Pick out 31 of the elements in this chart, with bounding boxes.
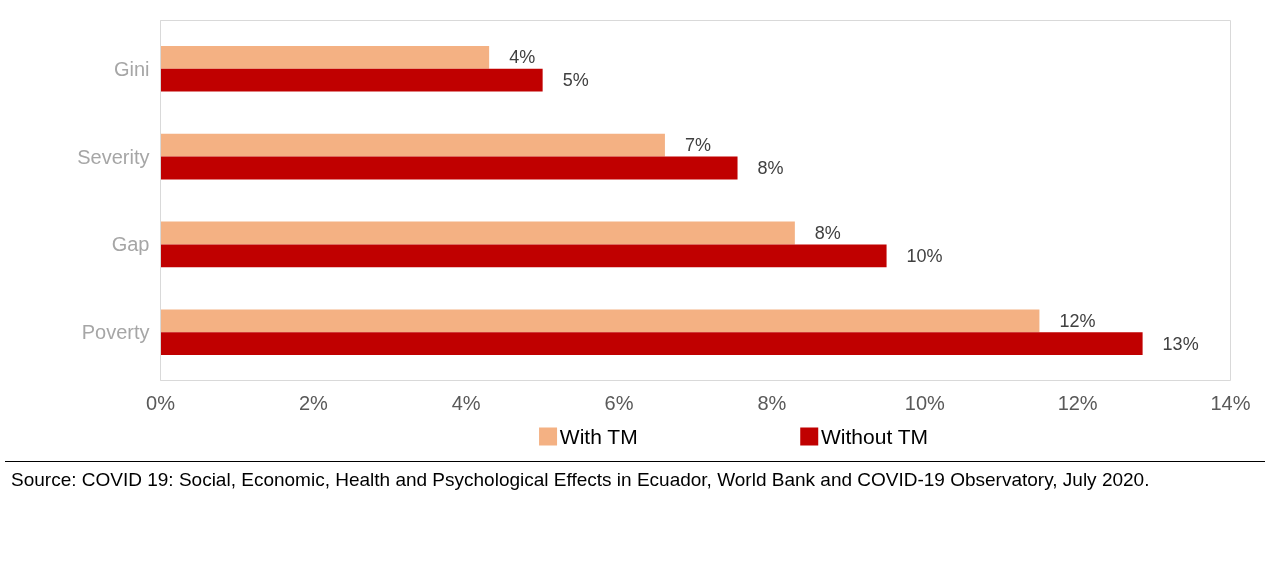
y-tick-label: Gap xyxy=(111,233,150,256)
bar xyxy=(160,68,543,92)
bar xyxy=(160,244,887,268)
x-tick-label: 0% xyxy=(146,391,176,414)
x-tick-label: 6% xyxy=(604,391,634,414)
data-label: 4% xyxy=(509,47,536,68)
x-tick-label: 12% xyxy=(1057,391,1098,414)
legend-label: Without TM xyxy=(821,425,928,448)
x-tick-label: 10% xyxy=(904,391,946,414)
x-tick-label: 14% xyxy=(1210,391,1251,414)
bar xyxy=(160,156,738,180)
x-tick-label: 2% xyxy=(298,391,329,414)
x-tick-label: 8% xyxy=(757,391,787,414)
legend-label: With TM xyxy=(559,425,638,448)
data-label: 13% xyxy=(1162,333,1199,354)
bar xyxy=(160,309,1040,333)
bar xyxy=(160,221,795,245)
source-note: Source: COVID 19: Social, Economic, Health and Psychological Effects in Ecuador, World Bank and COVID-19 Observatory, July 2020. xyxy=(11,468,1150,492)
data-label: 8% xyxy=(814,222,841,243)
y-tick-label: Gini xyxy=(113,57,150,80)
data-label: 7% xyxy=(684,135,711,156)
data-label: 10% xyxy=(906,245,943,266)
bar xyxy=(160,332,1143,356)
data-label: 5% xyxy=(562,70,589,91)
y-tick-label: Poverty xyxy=(81,321,150,344)
y-tick-label: Severity xyxy=(77,145,150,168)
bar xyxy=(160,133,665,157)
bar xyxy=(160,45,490,69)
x-tick-label: 4% xyxy=(451,391,481,414)
data-label: 8% xyxy=(757,158,784,179)
data-label: 12% xyxy=(1059,310,1096,331)
